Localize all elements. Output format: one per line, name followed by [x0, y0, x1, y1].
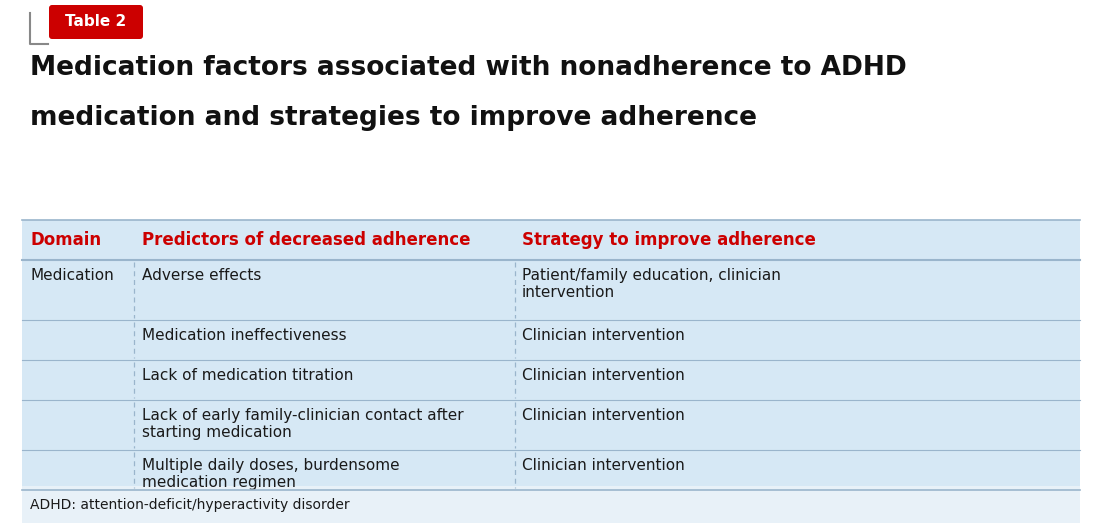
Text: Multiple daily doses, burdensome
medication regimen: Multiple daily doses, burdensome medicat… — [142, 458, 399, 491]
Text: medication and strategies to improve adherence: medication and strategies to improve adh… — [30, 105, 757, 131]
Text: Medication factors associated with nonadherence to ADHD: Medication factors associated with nonad… — [30, 55, 906, 81]
Text: Clinician intervention: Clinician intervention — [522, 368, 684, 383]
Text: Adverse effects: Adverse effects — [142, 268, 262, 283]
Text: Clinician intervention: Clinician intervention — [522, 328, 684, 343]
Text: Domain: Domain — [30, 231, 101, 249]
Text: ADHD: attention-deficit/hyperactivity disorder: ADHD: attention-deficit/hyperactivity di… — [30, 498, 350, 512]
Text: Lack of medication titration: Lack of medication titration — [142, 368, 353, 383]
Text: Strategy to improve adherence: Strategy to improve adherence — [522, 231, 816, 249]
Text: Medication: Medication — [30, 268, 113, 283]
Text: Clinician intervention: Clinician intervention — [522, 458, 684, 473]
Text: Medication ineffectiveness: Medication ineffectiveness — [142, 328, 346, 343]
Text: Patient/family education, clinician
intervention: Patient/family education, clinician inte… — [522, 268, 781, 300]
FancyBboxPatch shape — [50, 5, 143, 39]
Text: Table 2: Table 2 — [65, 15, 126, 30]
Bar — [22, 220, 1080, 490]
Bar — [22, 486, 1080, 523]
Text: Clinician intervention: Clinician intervention — [522, 408, 684, 423]
Text: Lack of early family-clinician contact after
starting medication: Lack of early family-clinician contact a… — [142, 408, 463, 441]
Text: Predictors of decreased adherence: Predictors of decreased adherence — [142, 231, 471, 249]
